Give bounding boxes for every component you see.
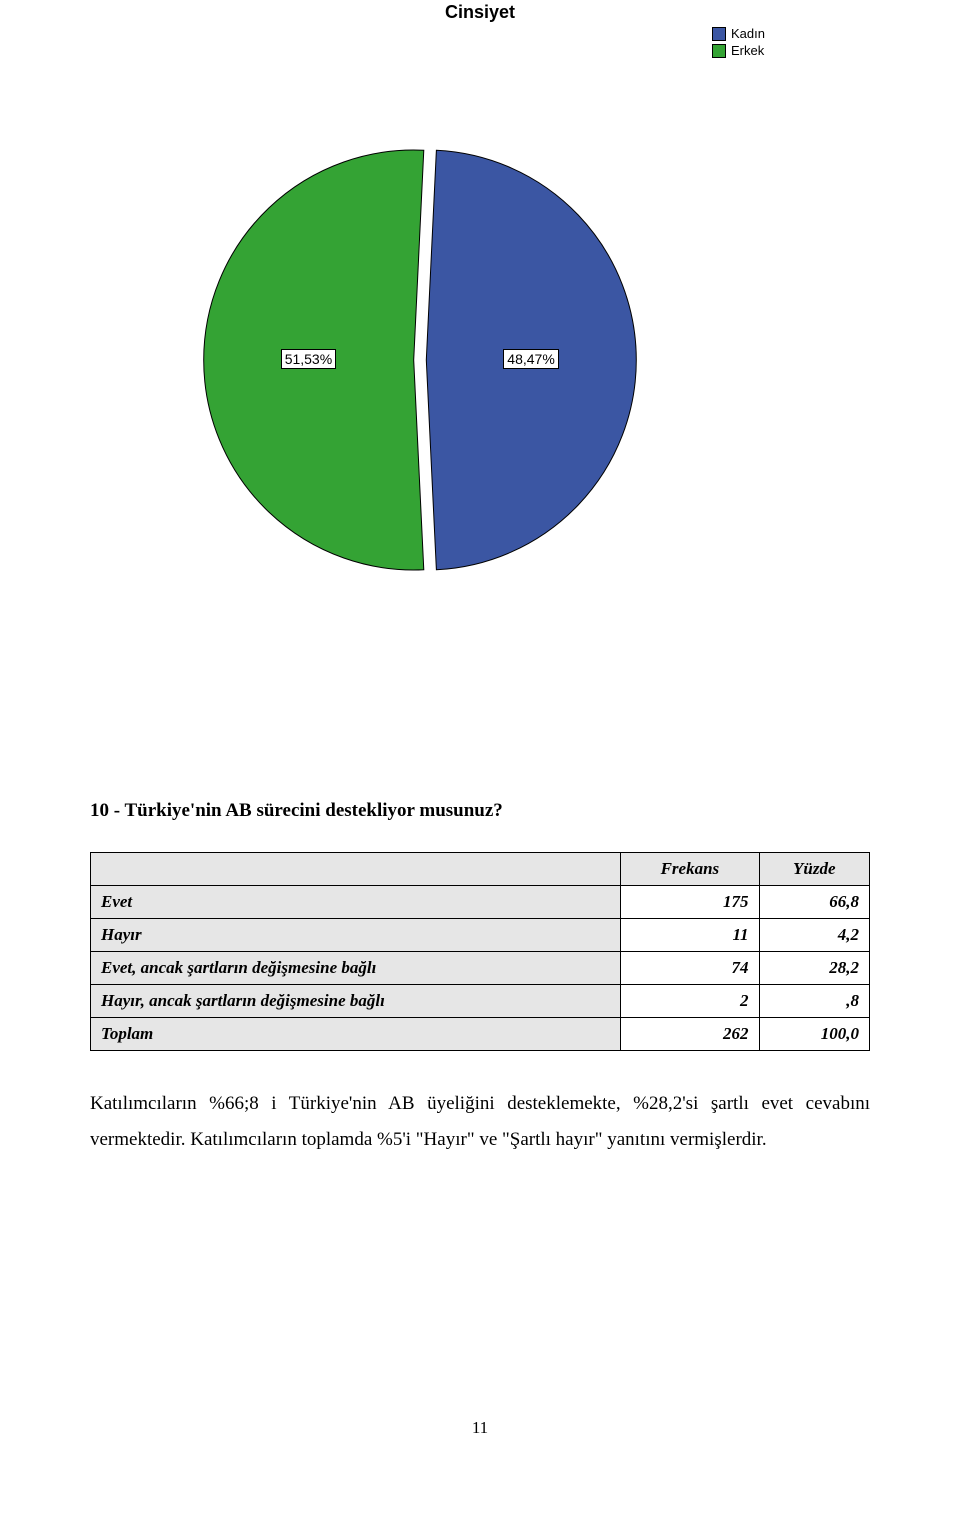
table-cell-percent: 28,2 xyxy=(759,952,869,985)
legend-label: Kadın xyxy=(731,25,765,42)
table-header-cell xyxy=(91,853,621,886)
table-header-cell: Frekans xyxy=(621,853,759,886)
table-row-label: Evet, ancak şartların değişmesine bağlı xyxy=(91,952,621,985)
table-row: Hayır114,2 xyxy=(91,919,870,952)
legend-swatch-icon xyxy=(712,44,726,58)
table-cell-percent: ,8 xyxy=(759,985,869,1018)
table-row-label: Hayır, ancak şartların değişmesine bağlı xyxy=(91,985,621,1018)
chart-legend: Kadın Erkek xyxy=(712,25,765,59)
table-row-label: Toplam xyxy=(91,1018,621,1051)
table-row: Hayır, ancak şartların değişmesine bağlı… xyxy=(91,985,870,1018)
slice-percent-label: 48,47% xyxy=(503,349,558,369)
table-row-label: Evet xyxy=(91,886,621,919)
question-heading: 10 - Türkiye'nin AB sürecini destekliyor… xyxy=(90,800,870,822)
legend-label: Erkek xyxy=(731,42,764,59)
legend-item: Kadın xyxy=(712,25,765,42)
table-cell-frequency: 2 xyxy=(621,985,759,1018)
pie-chart: 48,47% 51,53% xyxy=(200,140,640,580)
table-cell-frequency: 11 xyxy=(621,919,759,952)
table-cell-frequency: 74 xyxy=(621,952,759,985)
document-page: Cinsiyet Kadın Erkek 48,47% 51,53% 10 - … xyxy=(0,0,960,1478)
analysis-paragraph: Katılımcıların %66;8 i Türkiye'nin AB üy… xyxy=(90,1086,870,1158)
table-row-label: Hayır xyxy=(91,919,621,952)
table-cell-percent: 100,0 xyxy=(759,1018,869,1051)
table-row: Evet, ancak şartların değişmesine bağlı7… xyxy=(91,952,870,985)
legend-swatch-icon xyxy=(712,27,726,41)
table-cell-percent: 4,2 xyxy=(759,919,869,952)
table-header-row: Frekans Yüzde xyxy=(91,853,870,886)
pie-chart-area: Cinsiyet Kadın Erkek 48,47% 51,53% xyxy=(0,0,960,720)
table-cell-frequency: 262 xyxy=(621,1018,759,1051)
chart-title: Cinsiyet xyxy=(0,2,960,23)
table-header-cell: Yüzde xyxy=(759,853,869,886)
table-row: Toplam262100,0 xyxy=(91,1018,870,1051)
table-cell-frequency: 175 xyxy=(621,886,759,919)
table-cell-percent: 66,8 xyxy=(759,886,869,919)
table-row: Evet17566,8 xyxy=(91,886,870,919)
legend-item: Erkek xyxy=(712,42,765,59)
page-number: 11 xyxy=(0,1418,960,1478)
frequency-table: Frekans Yüzde Evet17566,8Hayır114,2Evet,… xyxy=(90,852,870,1051)
frequency-table-wrap: Frekans Yüzde Evet17566,8Hayır114,2Evet,… xyxy=(90,852,870,1051)
slice-percent-label: 51,53% xyxy=(281,349,336,369)
